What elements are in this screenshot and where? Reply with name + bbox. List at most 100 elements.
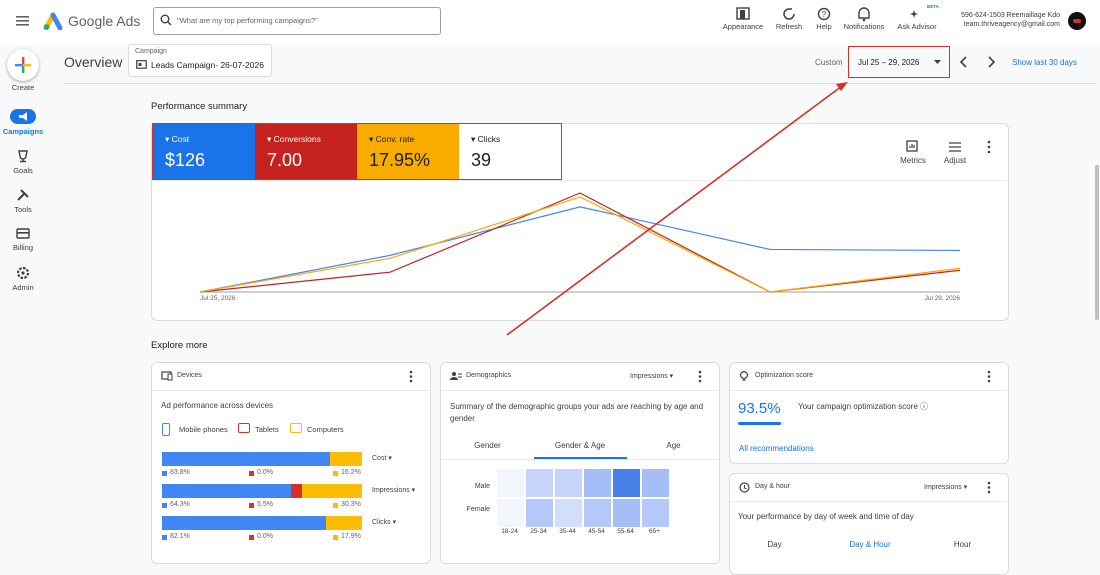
value-label: 0.0% [257,533,273,540]
account-name: 596-624-1503 Reemaillage Kdo [961,12,1060,19]
svg-text:?: ? [822,10,827,19]
recommendations-link[interactable]: All recommendations [739,444,814,453]
metric-dropdown[interactable]: Clicks ▾ [372,519,397,526]
notifications-button[interactable]: Notifications [843,22,885,31]
goals-icon [18,150,28,163]
card-title: Demographics [466,372,512,379]
metric-value: 7.00 [267,150,303,170]
more-button[interactable] [697,370,703,383]
metric-name-text: Conversions [273,134,321,144]
section-title: Performance summary [151,101,248,112]
bulb-icon [740,371,748,381]
metric-name: ▾ Clicks [471,134,501,144]
help-button[interactable]: Help [816,22,832,31]
metric-value: 39 [471,150,492,170]
heatmap-cell [584,469,611,497]
column-label: 35-44 [559,528,576,535]
demographics-icon [450,372,462,380]
divider [730,390,1007,391]
metric-name-text: Cost [171,134,190,144]
row-label: Male [474,483,490,490]
search-box[interactable] [153,7,441,35]
appearance-button[interactable]: Appearance [722,22,764,31]
metric-tile[interactable]: ▾ Cost $126 [153,124,255,180]
legend-dot [162,503,167,508]
metric-dropdown[interactable]: Impressions ▾ [630,373,674,380]
divider [441,390,718,391]
create-icon [15,57,31,73]
value-label: 0.0% [257,469,273,476]
more-button[interactable] [986,370,992,383]
card-description: Your performance by day of week and time… [738,512,914,521]
tab[interactable]: Hour [953,540,972,549]
value-label: 5.5% [257,501,273,508]
metric-value: $126 [165,150,206,170]
metric-dropdown-text: Clicks [372,519,391,526]
adjust-button[interactable]: Adjust [943,156,967,165]
campaign-selector[interactable] [128,44,272,77]
column-label: 45-54 [588,528,605,535]
column-label: 55-64 [617,528,634,535]
more-button[interactable] [408,370,414,383]
x-label: Jul 29, 2026 [924,295,960,302]
card-subtitle: Ad performance across devices [161,401,274,410]
column-label: 18-24 [501,528,518,535]
tab[interactable]: Age [666,441,681,450]
value-label: 16.2% [341,469,361,476]
score-description-text: Your campaign optimization score [798,402,918,411]
device-bar [326,516,362,530]
tab[interactable]: Gender [474,441,501,450]
divider [152,390,429,391]
heatmap-cell [642,469,669,497]
metric-tile[interactable]: ▾ Conversions 7.00 [255,124,357,180]
devices-icon [161,371,173,381]
nav-create[interactable]: Create [11,83,35,92]
billing-icon [16,228,30,239]
nav-tools[interactable]: Tools [14,205,32,214]
metric-dropdown-text: Impressions [924,484,962,491]
heatmap-cell [497,499,524,527]
scrollbar [1095,165,1099,320]
legend-dot [333,535,338,540]
nav-billing[interactable]: Billing [12,243,33,252]
admin-icon [16,266,30,280]
trend-line [199,196,961,293]
legend-label: Tablets [255,425,279,434]
tab[interactable]: Day [767,540,782,549]
nav-goals[interactable]: Goals [13,166,33,175]
tab-active[interactable]: Gender & Age [554,441,606,450]
menu-button[interactable] [16,15,30,27]
device-bar [301,484,363,498]
metric-dropdown[interactable]: Impressions ▾ [372,487,416,494]
date-nav[interactable] [958,56,998,68]
heatmap-cell [497,469,524,497]
section-title: Explore more [151,340,208,351]
logo [43,12,63,30]
metrics-button[interactable]: Metrics [900,156,926,165]
show-last-link[interactable]: Show last 30 days [1012,58,1077,67]
metric-tile[interactable]: ▾ Conv. rate 17.95% [357,124,459,180]
legend-dot [333,503,338,508]
nav-admin[interactable]: Admin [12,283,34,292]
beta-badge: BETA [927,4,939,9]
heatmap-cell [555,469,582,497]
ask-advisor-button[interactable]: Ask Advisor [897,22,937,31]
more-button[interactable] [986,481,992,494]
metric-name: ▾ Conv. rate [369,134,415,144]
card-title: Devices [177,372,202,379]
metric-dropdown[interactable]: Impressions ▾ [924,484,968,491]
heatmap-cell [526,499,553,527]
metric-dropdown[interactable]: Cost ▾ [372,455,392,462]
metric-name: ▾ Cost [165,134,190,144]
heatmap-cell [613,469,640,497]
metric-dropdown-text: Impressions [372,487,410,494]
metric-name-text: Conv. rate [375,134,415,144]
date-range-selector[interactable] [848,46,950,78]
tab-active[interactable]: Day & Hour [849,540,891,549]
value-label: 83.8% [170,469,190,476]
nav-campaigns[interactable]: Campaigns [2,127,44,136]
campaign-name: Leads Campaign- 26-07-2026 [151,60,264,70]
refresh-button[interactable]: Refresh [775,22,803,31]
avatar[interactable] [1068,12,1086,30]
legend-dot [162,471,167,476]
